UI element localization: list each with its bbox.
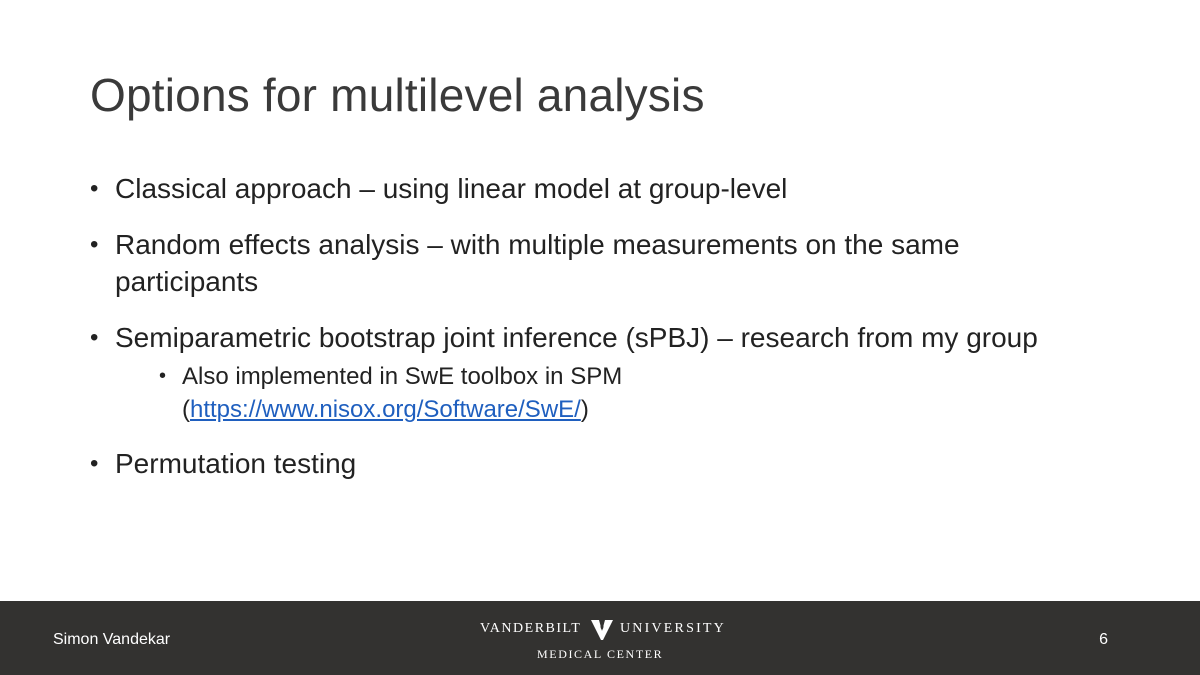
- bullet-list: • Classical approach – using linear mode…: [90, 170, 1100, 501]
- swe-toolbox-link[interactable]: https://www.nisox.org/Software/SwE/: [190, 396, 581, 423]
- bullet-text: Classical approach – using linear model …: [115, 173, 788, 204]
- sub-bullet-text: Also implemented in SwE toolbox in SPM: [182, 363, 623, 390]
- bullet-text: Random effects analysis – with multiple …: [115, 229, 960, 297]
- bullet-item: • Permutation testing: [90, 445, 1100, 482]
- bullet-text: Permutation testing: [115, 448, 357, 479]
- bullet-icon: •: [90, 175, 99, 202]
- bullet-icon: •: [90, 450, 99, 477]
- link-open-paren: (: [182, 396, 190, 423]
- logo-text-vanderbilt: VANDERBILT: [480, 621, 582, 636]
- sub-bullet-icon: •: [159, 365, 167, 387]
- bullet-icon: •: [90, 324, 99, 351]
- vanderbilt-logo: VANDERBILT UNIVERSITY MEDICAL CENTER: [480, 619, 724, 665]
- footer-bar: Simon Vandekar VANDERBILT UNIVERSITY MED…: [0, 601, 1200, 675]
- bullet-item: • Semiparametric bootstrap joint inferen…: [90, 319, 1100, 426]
- sub-bullet-item: • Also implemented in SwE toolbox in SPM…: [159, 360, 1100, 426]
- footer-author: Simon Vandekar: [53, 631, 171, 648]
- bullet-item: • Random effects analysis – with multipl…: [90, 226, 1100, 300]
- bullet-text: Semiparametric bootstrap joint inference…: [115, 322, 1038, 353]
- bullet-icon: •: [90, 231, 99, 258]
- sub-bullet-list: • Also implemented in SwE toolbox in SPM…: [115, 360, 1100, 426]
- logo-text-university: UNIVERSITY: [620, 621, 726, 636]
- link-close-paren: ): [580, 396, 589, 423]
- vanderbilt-v-oak-leaf-icon: [591, 620, 613, 640]
- slide-title: Options for multilevel analysis: [90, 69, 705, 121]
- logo-text-medical-center: MEDICAL CENTER: [537, 647, 664, 661]
- page-number: 6: [1099, 631, 1108, 648]
- bullet-item: • Classical approach – using linear mode…: [90, 170, 1100, 207]
